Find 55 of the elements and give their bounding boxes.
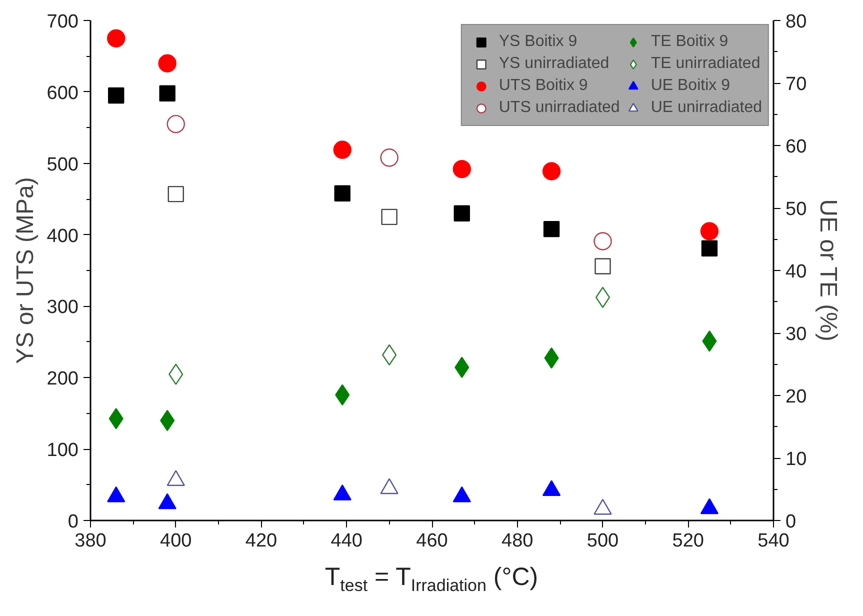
point	[168, 186, 184, 202]
y2-tick-label: 30	[786, 324, 807, 345]
y-tick-label: 0	[68, 512, 79, 532]
point	[166, 114, 185, 134]
x-tick-label: 480	[502, 530, 534, 552]
point	[542, 162, 561, 180]
y2-axis-title: UE or TE (%)	[814, 199, 842, 342]
y2-tick-label: 50	[786, 199, 807, 220]
y2-tick-label: 20	[786, 386, 807, 408]
y2-tick-label: 10	[786, 449, 807, 470]
y-tick-label: 600	[46, 82, 78, 104]
legend-label: YS unirradiated	[498, 55, 610, 73]
point	[159, 85, 176, 102]
x-tick-label: 500	[586, 530, 619, 552]
y2-tick-label: 40	[786, 262, 807, 282]
x-tick-label: 420	[245, 530, 278, 552]
legend-label: TE unirradiated	[650, 55, 760, 73]
point	[108, 87, 124, 104]
y-tick-label: 100	[46, 440, 78, 462]
x-axis-title: T$_{test}$ = T$_{Irradiation}$ (°C)	[324, 562, 540, 597]
x-tick-label: 520	[672, 530, 704, 552]
x-tick-label: 440	[330, 530, 362, 552]
point	[594, 232, 612, 250]
x-tick-label: 400	[160, 530, 192, 552]
point	[452, 160, 471, 178]
y2-tick-label: 60	[786, 136, 807, 158]
y2-tick-label: 0	[786, 512, 796, 532]
y-tick-label: 400	[46, 226, 78, 247]
y-tick-label: 700	[46, 12, 78, 32]
legend-label: YS Boitix 9	[498, 33, 578, 51]
point	[333, 140, 352, 159]
legend-label: UTS Boitix 9	[498, 77, 588, 95]
point	[381, 208, 398, 226]
legend-label: UTS unirradiated	[498, 99, 620, 117]
y2-tick-label: 70	[786, 74, 807, 95]
point	[700, 222, 719, 240]
point	[701, 240, 718, 256]
y-tick-label: 300	[46, 297, 78, 318]
point	[543, 220, 560, 238]
x-tick-label: 540	[758, 530, 790, 552]
point	[334, 185, 350, 202]
legend-label: TE Boitix 9	[650, 33, 728, 51]
point	[107, 29, 126, 48]
point	[594, 258, 611, 274]
y2-tick-label: 80	[786, 12, 807, 32]
point	[380, 148, 398, 167]
x-tick-label: 380	[74, 530, 106, 552]
legend-label: UE Boitix 9	[650, 77, 730, 95]
y-axis-title: YS or UTS (MPa)	[12, 177, 39, 364]
point	[454, 205, 470, 222]
x-tick-label: 460	[416, 530, 448, 552]
legend-label: UE unirradiated	[650, 99, 762, 117]
y-tick-label: 200	[46, 368, 78, 390]
y-tick-label: 500	[46, 154, 78, 176]
point	[158, 54, 176, 72]
